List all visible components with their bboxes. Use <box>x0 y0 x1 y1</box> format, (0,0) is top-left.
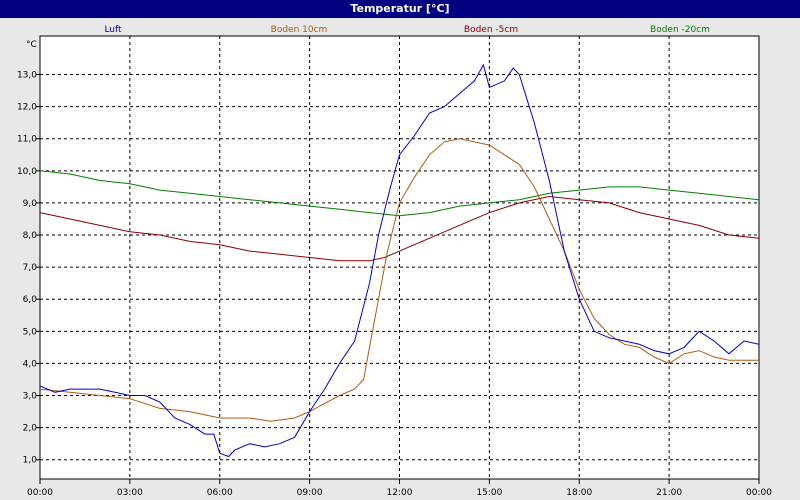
series-lines <box>39 63 760 458</box>
series-line-boden-5cm <box>39 195 760 262</box>
x-tick-time: 00:00 <box>27 488 53 498</box>
legend-entry: Luft <box>104 25 122 35</box>
x-tick-time: 15:00 <box>476 488 502 498</box>
y-axis-unit: °C <box>26 40 37 50</box>
legend-entry: Boden -20cm <box>650 25 710 35</box>
y-tick-label: 5,0 <box>23 327 38 337</box>
y-tick-label: 10,0 <box>17 167 37 177</box>
y-tick-label: 11,0 <box>17 135 37 145</box>
legend: Luft Boden 10cm Boden -5cm Boden -20cm <box>104 25 710 35</box>
x-tick-time: 21:00 <box>656 488 682 498</box>
x-tick-time: 03:00 <box>117 488 143 498</box>
y-tick-label: 3,0 <box>23 392 38 402</box>
window-title: Temperatur [°C] <box>0 0 800 18</box>
y-tick-label: 6,0 <box>23 295 38 305</box>
x-axis: 00:0031.10.1903:0031.10.1906:0031.10.190… <box>27 479 772 498</box>
y-tick-label: 1,0 <box>23 456 38 466</box>
temperature-chart: 1,0 2,0 3,0 4,0 5,0 6,0 7,0 8,0 9,0 10,0 11,0 12,0 1… <box>17 25 772 498</box>
y-axis: 1,0 2,0 3,0 4,0 5,0 6,0 7,0 8,0 9,0 10,0 11,0 12,0 1… <box>17 71 40 466</box>
x-tick-time: 06:00 <box>207 488 233 498</box>
series-line-luft <box>39 63 760 458</box>
legend-entry: Boden 10cm <box>271 25 328 35</box>
y-tick-label: 4,0 <box>23 359 38 369</box>
y-tick-label: 13,0 <box>17 71 37 81</box>
x-tick-time: 12:00 <box>387 488 413 498</box>
y-tick-label: 12,0 <box>17 103 37 113</box>
y-tick-label: 2,0 <box>23 424 38 434</box>
x-tick-time: 18:00 <box>566 488 592 498</box>
x-tick-time: 00:00 <box>746 488 772 498</box>
y-tick-label: 8,0 <box>23 231 38 241</box>
x-tick-time: 09:00 <box>297 488 323 498</box>
series-line-boden-10cm <box>39 138 759 422</box>
y-tick-label: 7,0 <box>23 263 38 273</box>
series-line-boden-20cm <box>39 170 760 217</box>
legend-entry: Boden -5cm <box>464 25 518 35</box>
grid <box>40 36 759 479</box>
y-tick-label: 9,0 <box>23 199 38 209</box>
